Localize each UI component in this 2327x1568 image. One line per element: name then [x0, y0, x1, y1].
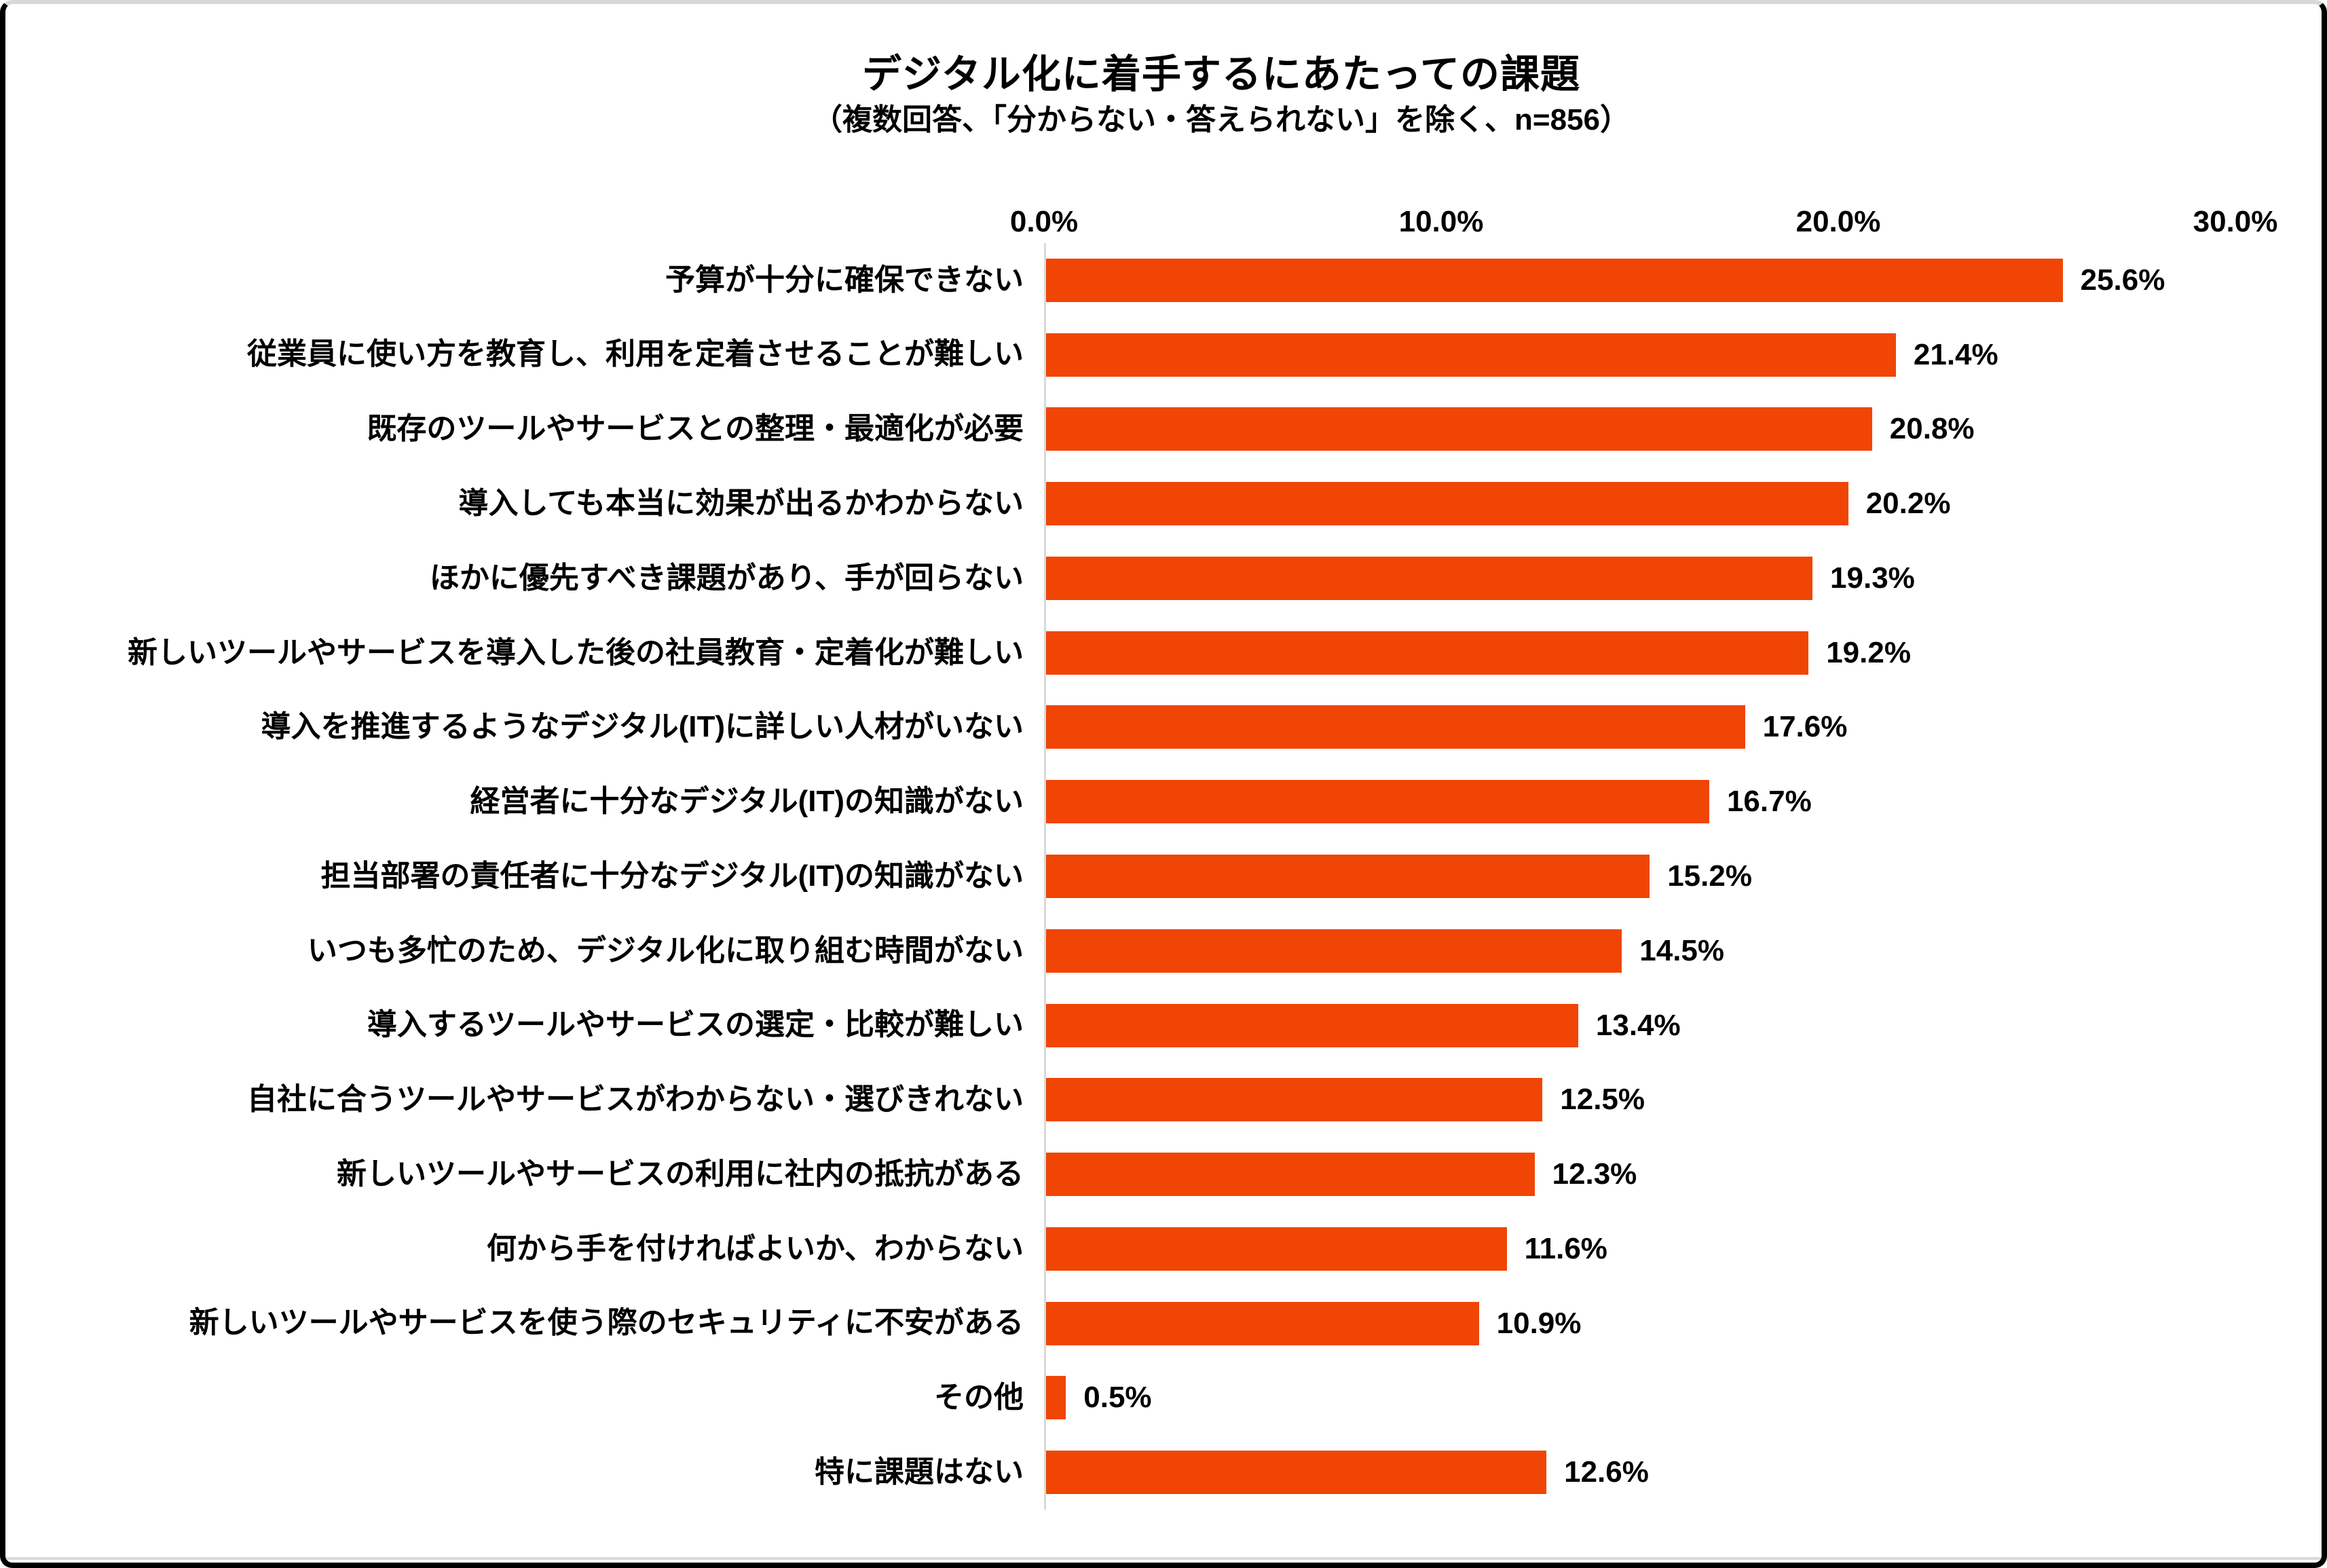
value-label: 15.2% [1667, 859, 1752, 893]
value-label: 19.2% [1826, 635, 1911, 669]
table-row: 導入するツールやサービスの選定・比較が難しい 13.4% [5, 988, 2322, 1063]
bar-rows: 予算が十分に確保できない 25.6% 従業員に使い方を教育し、利用を定着させるこ… [5, 243, 2322, 1510]
category-label: いつも多忙のため、デジタル化に取り組む時間がない [307, 933, 1024, 967]
value-label: 25.6% [2080, 263, 2165, 297]
x-axis-tick-label: 30.0% [2193, 205, 2278, 238]
table-row: 新しいツールやサービスを導入した後の社員教育・定着化が難しい 19.2% [5, 616, 2322, 690]
value-label: 20.8% [1889, 412, 1975, 446]
x-axis-ticks: 0.0% 10.0% 20.0% 30.0% [5, 205, 2322, 246]
category-label: ほかに優先すべき課題があり、手が回らない [429, 561, 1024, 595]
category-label: 何から手を付ければよいか、わからない [486, 1231, 1024, 1265]
table-row: その他 0.5% [5, 1360, 2322, 1435]
category-label: 新しいツールやサービスを導入した後の社員教育・定着化が難しい [128, 635, 1024, 669]
value-label: 20.2% [1865, 487, 1951, 521]
bar [1046, 407, 1872, 451]
bar-cell: 15.2% [1044, 855, 2322, 898]
category-label: 既存のツールやサービスとの整理・最適化が必要 [367, 412, 1024, 446]
category-label: 従業員に使い方を教育し、利用を定着させることが難しい [247, 337, 1024, 371]
table-row: 予算が十分に確保できない 25.6% [5, 243, 2322, 318]
bar [1046, 258, 2063, 302]
bar-cell: 17.6% [1044, 705, 2322, 749]
bar-cell: 13.4% [1044, 1003, 2322, 1047]
value-label: 17.6% [1762, 710, 1848, 744]
table-row: 従業員に使い方を教育し、利用を定着させることが難しい 21.4% [5, 318, 2322, 392]
bar-cell: 14.5% [1044, 929, 2322, 973]
bar [1046, 1301, 1479, 1345]
value-label: 12.6% [1564, 1455, 1649, 1489]
bar-cell: 11.6% [1044, 1227, 2322, 1271]
bar [1046, 855, 1650, 898]
category-label: 特に課題はない [815, 1455, 1024, 1489]
bar-cell: 19.3% [1044, 556, 2322, 600]
bar-cell: 16.7% [1044, 780, 2322, 824]
bar [1046, 1376, 1066, 1420]
category-label: 経営者に十分なデジタル(IT)の知識がない [470, 785, 1024, 819]
chart-subtitle: （複数回答、「分からない・答えられない」を除く、n=856） [813, 103, 1630, 136]
value-label: 13.4% [1595, 1008, 1681, 1042]
category-label: 予算が十分に確保できない [665, 263, 1024, 297]
bar [1046, 1451, 1547, 1495]
table-row: 既存のツールやサービスとの整理・最適化が必要 20.8% [5, 392, 2322, 467]
category-label: 新しいツールやサービスを使う際のセキュリティに不安がある [189, 1306, 1024, 1340]
category-label: 新しいツールやサービスの利用に社内の抵抗がある [337, 1157, 1024, 1191]
bar [1046, 1153, 1535, 1197]
value-label: 19.3% [1830, 561, 1915, 595]
table-row: 担当部署の責任者に十分なデジタル(IT)の知識がない 15.2% [5, 839, 2322, 914]
value-label: 12.3% [1552, 1157, 1637, 1191]
bar [1046, 1078, 1543, 1122]
table-row: 新しいツールやサービスの利用に社内の抵抗がある 12.3% [5, 1137, 2322, 1212]
chart-title: デジタル化に着手するにあたっての課題 [862, 52, 1580, 96]
value-label: 14.5% [1639, 933, 1725, 967]
value-label: 12.5% [1560, 1083, 1645, 1117]
value-label: 11.6% [1524, 1231, 1607, 1265]
bar-cell: 12.3% [1044, 1153, 2322, 1197]
bar-cell: 10.9% [1044, 1301, 2322, 1345]
value-label: 10.9% [1496, 1306, 1582, 1340]
y-axis-line [1044, 243, 1046, 1510]
bar [1046, 556, 1813, 600]
category-label: 担当部署の責任者に十分なデジタル(IT)の知識がない [320, 859, 1024, 893]
bar [1046, 482, 1848, 526]
bar-cell: 20.2% [1044, 482, 2322, 526]
table-row: 導入を推進するようなデジタル(IT)に詳しい人材がいない 17.6% [5, 690, 2322, 765]
bottom-axis-line [5, 1557, 2322, 1560]
value-label: 21.4% [1913, 337, 1998, 371]
bar [1046, 780, 1709, 824]
table-row: 自社に合うツールやサービスがわからない・選びきれない 12.5% [5, 1062, 2322, 1137]
table-row: 特に課題はない 12.6% [5, 1435, 2322, 1510]
bar-cell: 25.6% [1044, 258, 2322, 302]
x-axis-tick-label: 10.0% [1398, 205, 1484, 238]
bar [1046, 333, 1896, 377]
bar [1046, 1227, 1507, 1271]
value-label: 0.5% [1083, 1381, 1152, 1415]
category-label: 導入しても本当に効果が出るかわからない [458, 486, 1024, 520]
bar [1046, 1003, 1578, 1047]
category-label: 導入を推進するようなデジタル(IT)に詳しい人材がいない [261, 710, 1024, 744]
bar-cell: 20.8% [1044, 407, 2322, 451]
table-row: 何から手を付ければよいか、わからない 11.6% [5, 1212, 2322, 1286]
bar-cell: 12.6% [1044, 1451, 2322, 1495]
bar [1046, 631, 1809, 675]
value-label: 16.7% [1726, 785, 1812, 819]
table-row: 経営者に十分なデジタル(IT)の知識がない 16.7% [5, 764, 2322, 839]
x-axis-tick-label: 20.0% [1795, 205, 1881, 238]
category-label: 導入するツールやサービスの選定・比較が難しい [367, 1008, 1024, 1042]
x-axis-tick-label: 0.0% [1009, 205, 1079, 238]
table-row: 新しいツールやサービスを使う際のセキュリティに不安がある 10.9% [5, 1286, 2322, 1361]
bar [1046, 929, 1622, 973]
bar-cell: 21.4% [1044, 333, 2322, 377]
category-label: 自社に合うツールやサービスがわからない・選びきれない [247, 1083, 1024, 1117]
bar-cell: 12.5% [1044, 1078, 2322, 1122]
category-label: その他 [934, 1381, 1024, 1415]
table-row: いつも多忙のため、デジタル化に取り組む時間がない 14.5% [5, 914, 2322, 988]
table-row: ほかに優先すべき課題があり、手が回らない 19.3% [5, 541, 2322, 616]
bar-cell: 0.5% [1044, 1376, 2322, 1420]
bar [1046, 705, 1745, 749]
bar-cell: 19.2% [1044, 631, 2322, 675]
table-row: 導入しても本当に効果が出るかわからない 20.2% [5, 466, 2322, 541]
